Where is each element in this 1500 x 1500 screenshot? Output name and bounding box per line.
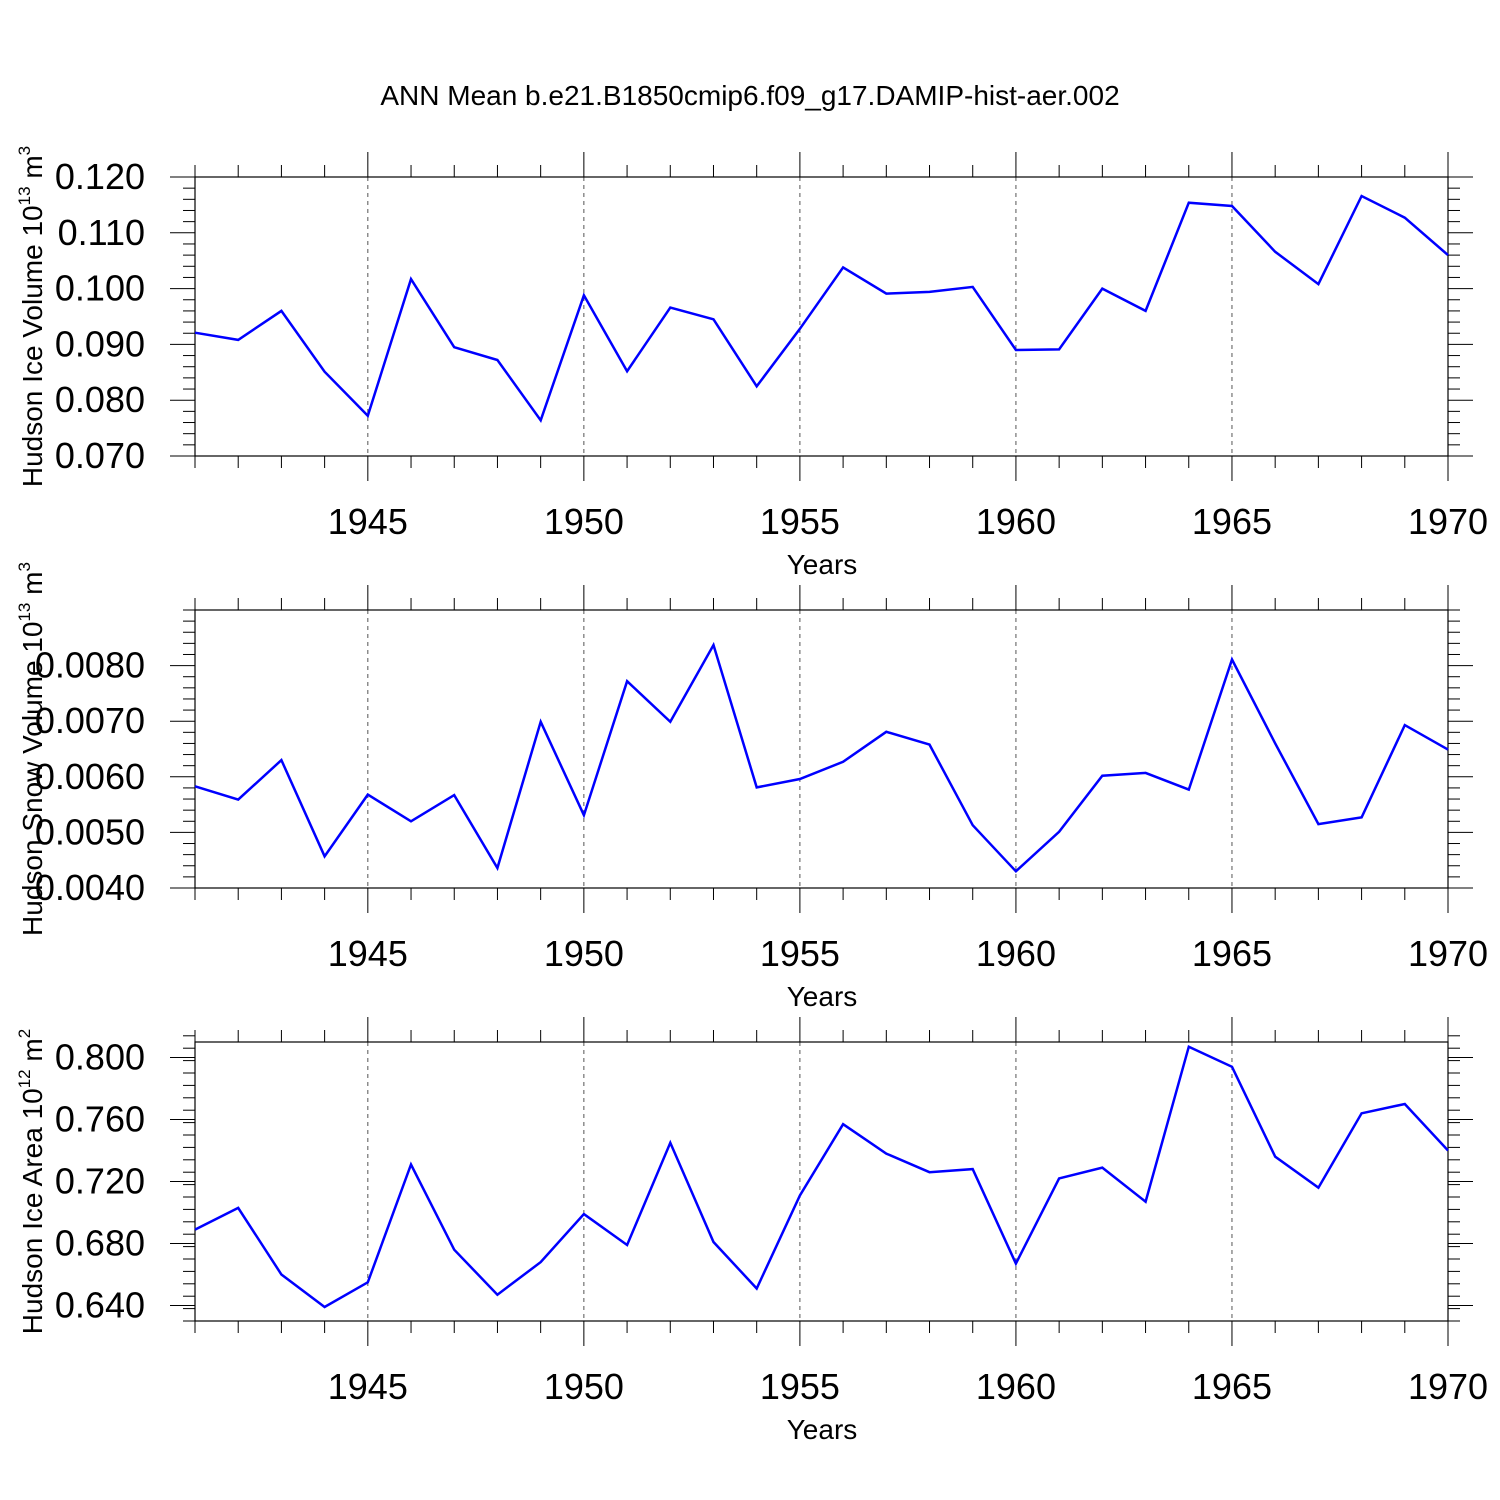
x-tick-label: 1955 — [760, 933, 840, 974]
x-axis-label: Years — [787, 549, 858, 580]
y-axis-label-part: Hudson Ice Volume 10 — [17, 205, 48, 487]
x-tick-label: 1965 — [1192, 933, 1272, 974]
x-tick-label: 1965 — [1192, 501, 1272, 542]
y-tick-label: 0.0050 — [35, 811, 145, 852]
y-axis-label-superscript: 13 — [15, 603, 34, 622]
y-axis-label-superscript: 2 — [15, 1029, 34, 1038]
y-tick-label: 0.080 — [55, 379, 145, 420]
y-axis-label-part: m — [17, 1038, 48, 1069]
x-tick-label: 1950 — [544, 1366, 624, 1407]
x-tick-label: 1955 — [760, 1366, 840, 1407]
x-tick-label: 1945 — [328, 1366, 408, 1407]
x-tick-label: 1960 — [976, 1366, 1056, 1407]
y-axis-label-part: Hudson Snow Volume 10 — [17, 622, 48, 936]
y-tick-label: 0.120 — [55, 156, 145, 197]
y-axis-label-superscript: 12 — [15, 1069, 34, 1088]
x-tick-label: 1960 — [976, 933, 1056, 974]
y-axis-label: Hudson Ice Volume 1013 m3 — [15, 146, 48, 487]
series-line — [194, 194, 1449, 423]
y-tick-label: 0.680 — [55, 1223, 145, 1264]
x-axis-label: Years — [787, 1414, 858, 1445]
x-tick-label: 1945 — [328, 501, 408, 542]
x-tick-label: 1965 — [1192, 1366, 1272, 1407]
x-tick-label: 1945 — [328, 933, 408, 974]
y-axis-label-part: Hudson Ice Area 10 — [17, 1088, 48, 1334]
y-axis-label: Hudson Snow Volume 1013 m3 — [15, 562, 48, 936]
x-tick-label: 1950 — [544, 501, 624, 542]
y-axis-label-superscript: 13 — [15, 186, 34, 205]
panel-snow-volume: 0.0040 0.0050 0.0060 0.0070 0.0080 1945 1950 19… — [15, 562, 1488, 1012]
series-line — [194, 1044, 1449, 1309]
y-tick-label: 0.090 — [55, 323, 145, 364]
x-tick-label: 1970 — [1408, 933, 1488, 974]
y-tick-label: 0.070 — [55, 435, 145, 476]
plot-frame — [194, 176, 1449, 457]
y-tick-label: 0.100 — [55, 268, 145, 309]
y-tick-label: 0.640 — [55, 1285, 145, 1326]
y-tick-label: 0.720 — [55, 1161, 145, 1202]
y-tick-label: 0.110 — [58, 212, 145, 253]
y-tick-label: 0.0040 — [35, 867, 145, 908]
x-tick-label: 1960 — [976, 501, 1056, 542]
y-tick-label: 0.800 — [55, 1037, 145, 1078]
y-axis-label-part: m — [17, 572, 48, 603]
x-tick-label: 1955 — [760, 501, 840, 542]
panel-ice-area: 0.640 0.680 0.720 0.760 0.800 1945 1950 1955 196… — [15, 1017, 1488, 1445]
y-tick-label: 0.0060 — [35, 756, 145, 797]
y-axis-label-superscript: 3 — [15, 146, 34, 155]
series-line — [194, 641, 1449, 874]
y-tick-label: 0.0080 — [35, 645, 145, 686]
x-tick-label: 1950 — [544, 933, 624, 974]
y-axis-label-part: m — [17, 155, 48, 186]
chart-title: ANN Mean b.e21.B1850cmip6.f09_g17.DAMIP-… — [380, 80, 1119, 111]
x-axis-label: Years — [787, 981, 858, 1012]
y-tick-label: 0.0070 — [35, 700, 145, 741]
y-tick-label: 0.760 — [55, 1099, 145, 1140]
y-axis-label-superscript: 3 — [15, 562, 34, 571]
y-axis-label: Hudson Ice Area 1012 m2 — [15, 1029, 48, 1334]
panel-ice-volume: 0.070 0.080 0.090 0.100 0.110 0.120 1945 1950 19… — [15, 146, 1488, 580]
plot-frame — [194, 1041, 1449, 1322]
x-tick-label: 1970 — [1408, 501, 1488, 542]
x-tick-label: 1970 — [1408, 1366, 1488, 1407]
plot-frame — [194, 609, 1449, 889]
